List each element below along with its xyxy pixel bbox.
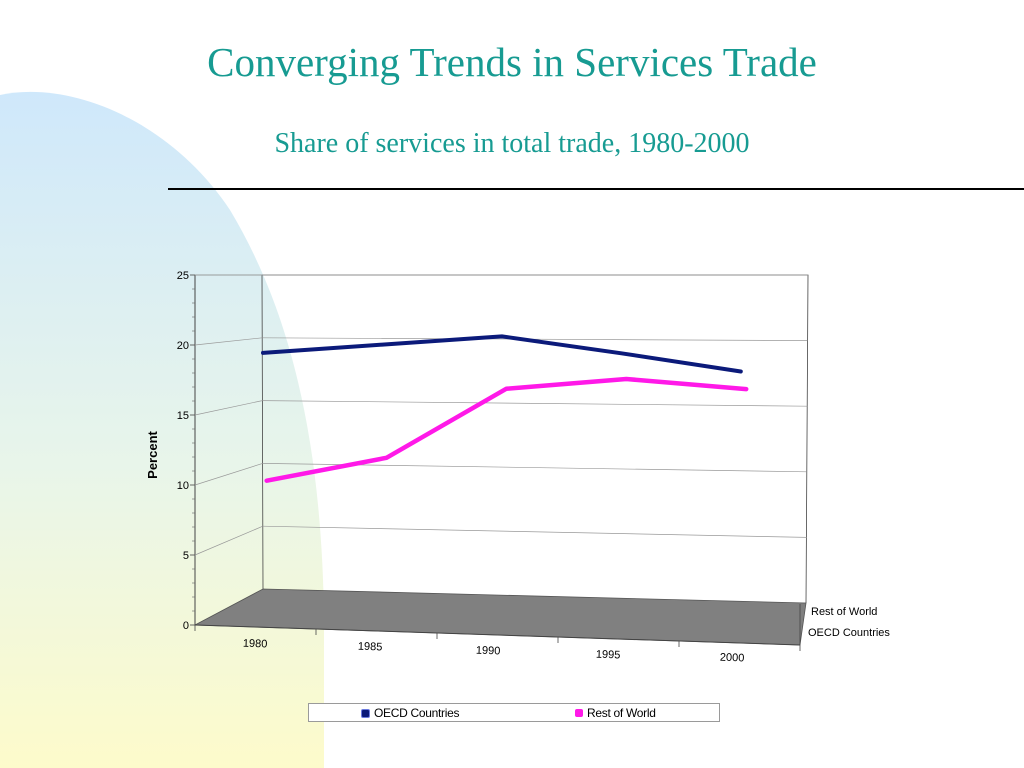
x-axis-line — [194, 624, 801, 646]
gridline-side — [194, 525, 263, 556]
series-line-oecd — [261, 334, 743, 374]
chart-legend: OECD Countries Rest of World — [308, 703, 720, 722]
slide-title: Converging Trends in Services Trade — [207, 39, 817, 85]
legend-swatch-rest-of-world — [575, 709, 583, 717]
title-divider — [168, 188, 1024, 190]
gridline — [262, 525, 807, 538]
gridline — [262, 400, 808, 407]
legend-label-oecd: OECD Countries — [374, 706, 460, 720]
chart-floor — [193, 588, 807, 646]
x-tick-label: 1995 — [596, 649, 621, 662]
x-tick-label: 1985 — [358, 641, 383, 654]
legend-label-rest-of-world: Rest of World — [587, 706, 656, 720]
depth-axis-label: OECD Countries — [808, 627, 890, 639]
y-axis-label: Percent — [145, 430, 160, 478]
y-tick-label: 25 — [177, 270, 189, 282]
gridline-side — [194, 337, 263, 346]
y-tick-label: 10 — [177, 480, 189, 492]
y-tick-label: 20 — [177, 340, 189, 352]
legend-swatch-oecd — [361, 708, 370, 718]
y-tick-label: 5 — [183, 550, 189, 562]
series-line-rest-of-world — [264, 376, 749, 483]
legend-item-rest-of-world: Rest of World — [575, 706, 656, 720]
x-tick-label: 1990 — [476, 645, 501, 658]
slide-subtitle: Share of services in total trade, 1980-2… — [274, 128, 750, 159]
y-tick-label: 15 — [177, 410, 189, 422]
gridline-side — [194, 400, 263, 416]
legend-item-oecd: OECD Countries — [361, 706, 459, 720]
x-tick-label: 2000 — [720, 652, 745, 665]
x-tick-label: 1980 — [243, 638, 268, 651]
depth-axis-label: Rest of World — [811, 606, 877, 618]
gridline-side — [194, 463, 263, 486]
chart-back-wall — [261, 274, 809, 604]
y-tick-label: 0 — [183, 620, 189, 632]
